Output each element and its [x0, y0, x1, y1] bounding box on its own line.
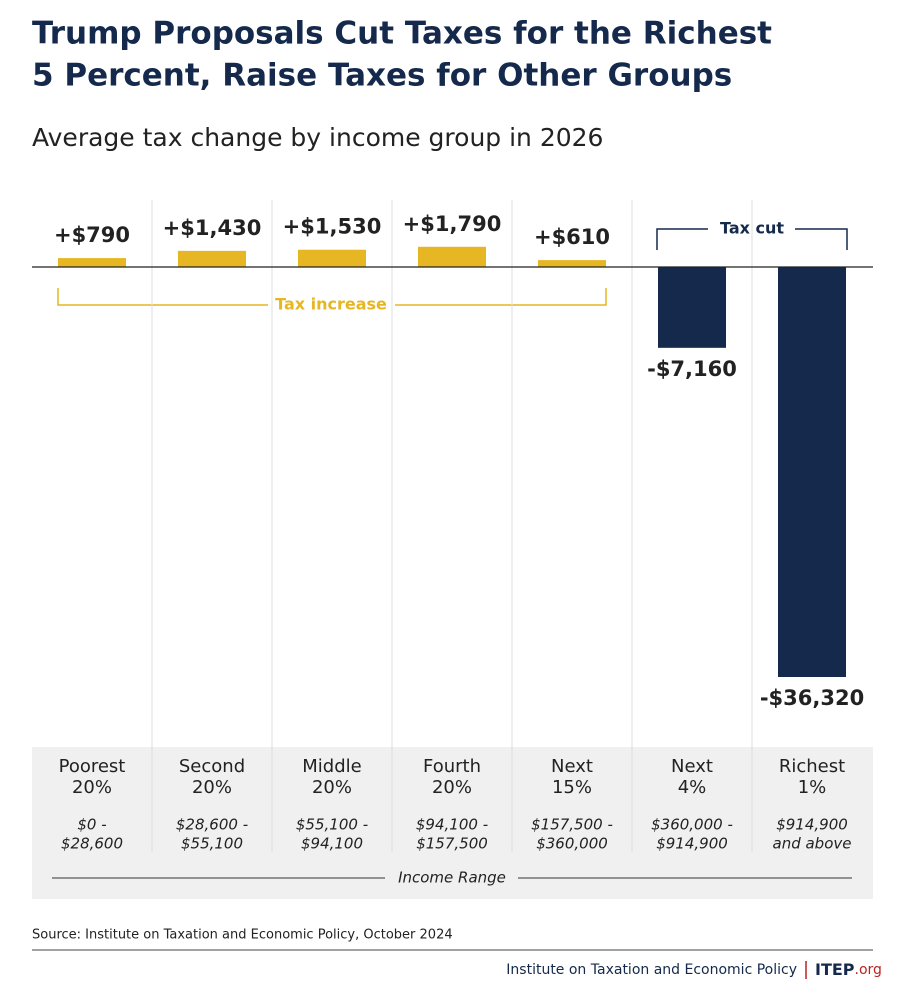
income-range: $360,000 [536, 835, 608, 853]
x-axis-label: Income Range [398, 869, 506, 887]
category-label: Next [671, 756, 713, 777]
chart-title: Trump Proposals Cut Taxes for the Riches… [32, 16, 772, 52]
value-label: +$1,430 [163, 216, 262, 240]
income-range: $55,100 [181, 835, 243, 853]
category-label: Poorest [59, 756, 126, 777]
category-label: Next [551, 756, 593, 777]
income-range: $914,900 [656, 835, 728, 853]
source: Source: Institute on Taxation and Econom… [32, 928, 453, 943]
footer-org: Institute on Taxation and Economic Polic… [506, 962, 797, 978]
category-label: 1% [798, 777, 827, 798]
income-range: $360,000 - [651, 816, 733, 834]
bar [658, 267, 726, 348]
category-label: Fourth [423, 756, 481, 777]
value-label: +$610 [534, 225, 610, 249]
value-label: +$1,790 [403, 212, 502, 236]
category-label: 20% [192, 777, 232, 798]
annotation: Tax increase [275, 295, 387, 314]
logo-suffix: .org [855, 962, 882, 978]
category-label: Second [179, 756, 245, 777]
income-range: $94,100 [301, 835, 363, 853]
income-range: $28,600 - [176, 816, 248, 834]
bar [538, 260, 606, 267]
logo: ITEP [815, 960, 855, 979]
category-label: Richest [779, 756, 845, 777]
income-range: $157,500 [416, 835, 488, 853]
cut-bracket [656, 228, 848, 250]
category-label: Middle [302, 756, 361, 777]
category-label: 20% [312, 777, 352, 798]
category-label: 15% [552, 777, 592, 798]
bar [778, 267, 846, 677]
chart-subtitle: Average tax change by income group in 20… [32, 123, 603, 152]
footer-logo: ITEP.org [815, 960, 882, 979]
income-range: $55,100 - [296, 816, 368, 834]
value-label: -$7,160 [647, 357, 737, 381]
income-range: $28,600 [61, 835, 123, 853]
category-label: 20% [72, 777, 112, 798]
category-label: 20% [432, 777, 472, 798]
value-label: +$1,530 [283, 215, 382, 239]
increase-bracket [57, 288, 607, 306]
chart-title: 5 Percent, Raise Taxes for Other Groups [32, 58, 732, 94]
bar [178, 250, 246, 267]
category-panel [32, 747, 873, 899]
bar [58, 258, 126, 267]
value-label: +$790 [54, 223, 130, 247]
income-range: $0 - [77, 816, 106, 834]
income-range: $157,500 - [531, 816, 613, 834]
bar [298, 249, 366, 267]
value-label: -$36,320 [760, 686, 864, 710]
bar [418, 246, 486, 267]
income-range: $914,900 [776, 816, 848, 834]
income-range: $94,100 - [416, 816, 488, 834]
income-range: and above [773, 835, 852, 853]
category-label: 4% [678, 777, 707, 798]
